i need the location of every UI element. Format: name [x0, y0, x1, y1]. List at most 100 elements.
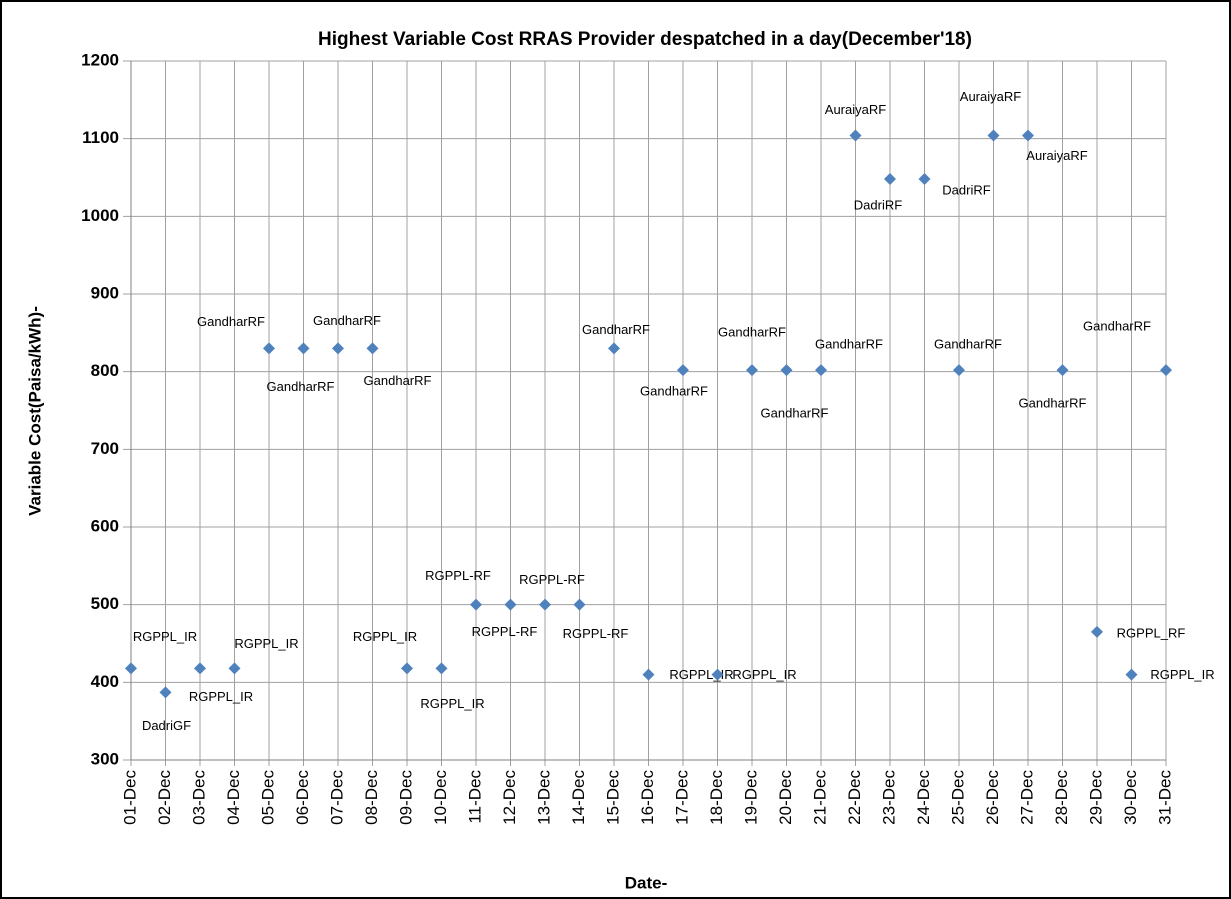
marker: [228, 662, 241, 675]
point-label: RGPPL_IR: [353, 629, 417, 644]
y-tick-label: 700: [91, 439, 119, 458]
marker: [297, 342, 310, 355]
marker: [435, 662, 448, 675]
x-tick-label: 08-Dec: [362, 770, 381, 825]
point-label: GandharRF: [815, 337, 883, 352]
marker: [366, 342, 379, 355]
point-label: RGPPL_IR: [189, 689, 253, 704]
marker: [159, 686, 172, 699]
marker: [1091, 625, 1103, 638]
marker: [539, 598, 551, 611]
marker: [711, 668, 724, 681]
point-label: RGPPL_IR: [1150, 667, 1214, 682]
point-label: DadriGF: [142, 718, 191, 733]
marker: [780, 364, 793, 377]
point-label: GandharRF: [1019, 396, 1087, 411]
marker: [470, 598, 482, 611]
x-tick-label: 22-Dec: [845, 770, 864, 825]
x-tick-label: 29-Dec: [1086, 770, 1105, 825]
x-tick-label: 15-Dec: [603, 770, 622, 825]
x-tick-label: 04-Dec: [224, 770, 243, 825]
marker: [573, 598, 586, 611]
y-tick-label: 800: [91, 361, 119, 380]
x-tick-label: 13-Dec: [534, 770, 553, 825]
point-label: RGPPL-RF: [472, 624, 538, 639]
x-tick-label: 16-Dec: [638, 770, 657, 825]
x-tick-label: 21-Dec: [810, 770, 829, 825]
marker: [1160, 364, 1172, 377]
point-label: GandharRF: [640, 384, 708, 399]
point-label: DadriRF: [854, 197, 902, 212]
point-label: GandharRF: [582, 322, 650, 337]
marker: [918, 173, 931, 186]
x-tick-label: 02-Dec: [155, 770, 174, 825]
point-label: AuraiyaRF: [960, 89, 1021, 104]
point-label: GandharRF: [1083, 319, 1151, 334]
point-label: GandharRF: [197, 314, 265, 329]
x-tick-label: 30-Dec: [1121, 770, 1140, 825]
marker: [987, 129, 1000, 142]
chart-title: Highest Variable Cost RRAS Provider desp…: [318, 29, 972, 50]
y-tick-label: 500: [91, 594, 119, 613]
x-tick-label: 05-Dec: [258, 770, 277, 825]
marker: [1022, 129, 1034, 142]
y-tick-label: 1200: [81, 50, 119, 69]
x-tick-label: 10-Dec: [431, 770, 450, 825]
marker: [504, 598, 517, 611]
point-label: RGPPL_IR: [732, 667, 796, 682]
y-tick-label: 300: [91, 749, 119, 768]
point-label: AuraiyaRF: [825, 102, 886, 117]
point-label: RGPPL_IR: [234, 636, 298, 651]
y-axis-label: Variable Cost(Paisa/kWh)-: [25, 306, 44, 516]
x-tick-label: 25-Dec: [948, 770, 967, 825]
x-tick-label: 17-Dec: [672, 770, 691, 825]
point-label: RGPPL_IR: [420, 696, 484, 711]
point-label: GandharRF: [267, 379, 335, 394]
marker: [815, 364, 827, 377]
y-tick-label: 400: [91, 672, 119, 691]
x-tick-label: 23-Dec: [879, 770, 898, 825]
marker: [125, 662, 137, 675]
point-label: RGPPL-RF: [519, 572, 585, 587]
point-label: DadriRF: [942, 182, 990, 197]
marker: [884, 173, 896, 186]
point-label: GandharRF: [761, 406, 829, 421]
x-tick-label: 09-Dec: [396, 770, 415, 825]
marker: [849, 129, 862, 142]
x-tick-label: 01-Dec: [120, 770, 139, 825]
x-tick-label: 11-Dec: [465, 770, 484, 824]
x-tick-label: 26-Dec: [983, 770, 1002, 825]
x-axis-label: Date-: [625, 873, 668, 892]
point-label: RGPPL_RF: [1117, 625, 1186, 640]
y-tick-label: 1000: [81, 206, 119, 225]
point-label: RGPPL-RF: [563, 626, 629, 641]
point-label: GandharRF: [364, 373, 432, 388]
x-tick-label: 31-Dec: [1155, 770, 1174, 825]
marker: [642, 668, 655, 681]
marker: [677, 364, 689, 377]
point-label: GandharRF: [934, 337, 1002, 352]
x-tick-label: 18-Dec: [707, 770, 726, 825]
marker: [194, 662, 206, 675]
marker: [332, 342, 344, 355]
x-tick-label: 07-Dec: [327, 770, 346, 825]
point-label: RGPPL-RF: [425, 568, 491, 583]
marker: [1125, 668, 1138, 681]
point-label: GandharRF: [313, 313, 381, 328]
x-tick-label: 06-Dec: [293, 770, 312, 825]
marker: [608, 342, 620, 355]
x-tick-label: 14-Dec: [569, 770, 588, 825]
x-tick-label: 03-Dec: [189, 770, 208, 825]
marker: [1056, 364, 1069, 377]
marker: [401, 662, 413, 675]
y-tick-label: 1100: [82, 128, 119, 147]
point-label: GandharRF: [718, 325, 786, 340]
x-tick-label: 28-Dec: [1052, 770, 1071, 825]
x-tick-label: 24-Dec: [914, 770, 933, 825]
marker: [953, 364, 965, 377]
x-tick-label: 27-Dec: [1017, 770, 1036, 825]
x-tick-label: 19-Dec: [741, 770, 760, 825]
x-tick-label: 12-Dec: [500, 770, 519, 825]
point-label: AuraiyaRF: [1026, 148, 1087, 163]
